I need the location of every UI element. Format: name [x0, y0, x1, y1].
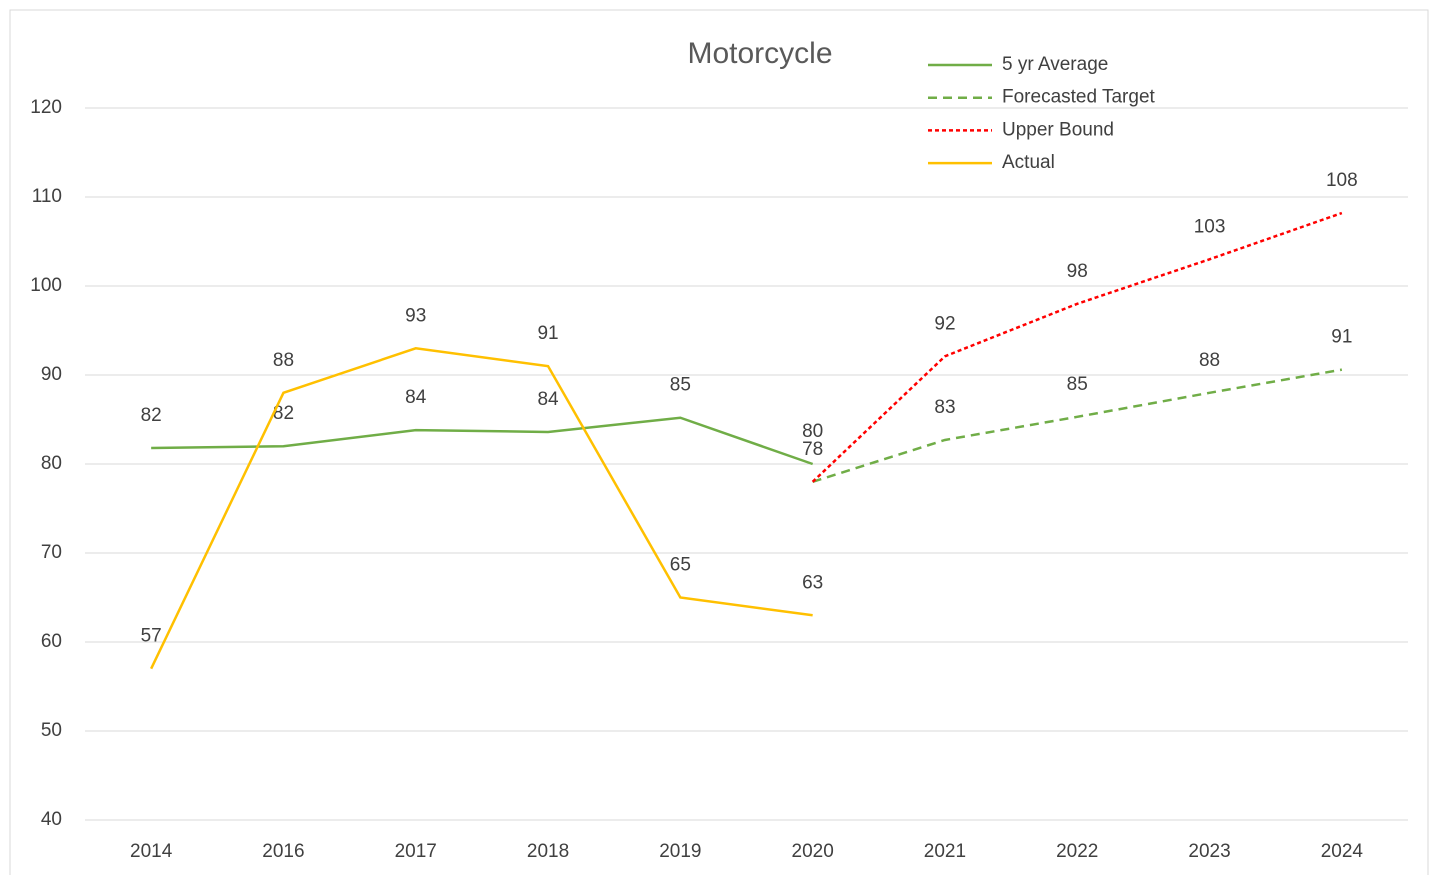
data-label: 88: [273, 350, 294, 371]
data-label: 82: [273, 403, 294, 424]
x-tick-label: 2018: [527, 841, 569, 862]
data-label: 82: [141, 405, 162, 426]
data-label: 78: [802, 439, 823, 460]
chart-title: Motorcycle: [687, 37, 832, 70]
data-label: 84: [405, 387, 427, 408]
data-label: 85: [1067, 374, 1088, 395]
data-label: 88: [1199, 350, 1220, 371]
data-label: 84: [537, 389, 559, 410]
legend-label: Actual: [1002, 152, 1055, 173]
data-label: 57: [141, 626, 162, 647]
data-label: 98: [1067, 261, 1088, 282]
series-line: [812, 368, 1343, 483]
y-tick-label: 50: [41, 720, 62, 741]
x-tick-label: 2022: [1056, 841, 1098, 862]
y-tick-label: 60: [41, 631, 62, 652]
legend-label: 5 yr Average: [1002, 54, 1108, 75]
chart-frame: [9, 9, 1429, 875]
data-label: 108: [1326, 170, 1358, 191]
x-tick-label: 2020: [792, 841, 834, 862]
data-label: 83: [934, 397, 955, 418]
y-tick-label: 100: [30, 275, 62, 296]
legend-label: Forecasted Target: [1002, 87, 1156, 108]
data-label: 92: [934, 313, 955, 334]
series-line: [811, 211, 1343, 483]
data-label: 63: [802, 572, 823, 593]
y-tick-label: 80: [41, 453, 62, 474]
y-tick-label: 110: [32, 186, 62, 207]
series-line: [150, 347, 813, 670]
x-tick-label: 2024: [1321, 841, 1364, 862]
y-tick-label: 70: [41, 542, 62, 563]
data-label: 85: [670, 375, 691, 396]
data-label: 91: [537, 323, 558, 344]
x-tick-label: 2023: [1188, 841, 1230, 862]
y-tick-label: 90: [41, 364, 62, 385]
y-tick-label: 40: [41, 809, 62, 830]
y-tick-label: 120: [30, 97, 62, 118]
data-label: 80: [802, 421, 823, 442]
x-tick-label: 2016: [262, 841, 304, 862]
x-tick-label: 2017: [395, 841, 437, 862]
data-label: 103: [1194, 216, 1226, 237]
x-tick-label: 2021: [924, 841, 966, 862]
x-tick-label: 2019: [659, 841, 701, 862]
data-label: 93: [405, 305, 426, 326]
legend-label: Upper Bound: [1002, 119, 1114, 140]
data-label: 91: [1331, 327, 1352, 348]
series-line: [151, 416, 814, 466]
data-label: 65: [670, 555, 691, 576]
x-tick-label: 2014: [130, 841, 173, 862]
